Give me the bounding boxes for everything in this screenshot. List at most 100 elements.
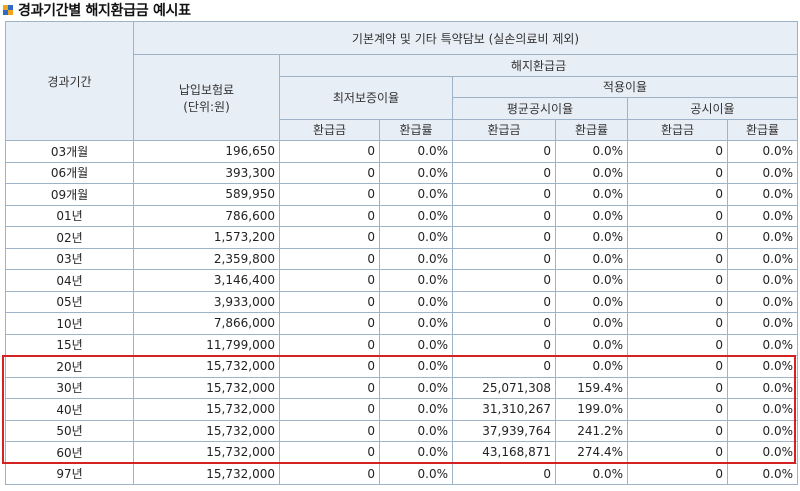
public-refund-rate-cell: 0.0% bbox=[726, 462, 799, 485]
public-refund-rate-cell: 0.0% bbox=[726, 312, 799, 335]
min-refund-rate-cell: 0.0% bbox=[379, 355, 453, 378]
min-refund-rate-cell: 0.0% bbox=[379, 269, 453, 292]
period-cell: 50년 bbox=[5, 419, 134, 442]
avg-refund-rate-cell: 0.0% bbox=[555, 226, 628, 249]
min-refund-rate-cell: 0.0% bbox=[379, 333, 453, 356]
avg-refund-amount-cell: 0 bbox=[452, 333, 556, 356]
premium-cell: 15,732,000 bbox=[133, 398, 280, 421]
public-refund-amount-cell: 0 bbox=[627, 355, 728, 378]
min-refund-amount-cell: 0 bbox=[279, 376, 380, 399]
min-refund-amount-cell: 0 bbox=[279, 269, 380, 292]
min-refund-amount-cell: 0 bbox=[279, 204, 380, 227]
avg-refund-rate-cell: 199.0% bbox=[555, 398, 628, 421]
public-refund-amount-cell: 0 bbox=[627, 183, 728, 206]
avg-refund-rate-cell: 0.0% bbox=[555, 312, 628, 335]
header-refund-amount: 환급금 bbox=[279, 118, 380, 141]
avg-refund-amount-cell: 0 bbox=[452, 462, 556, 485]
public-refund-amount-cell: 0 bbox=[627, 290, 728, 313]
header-premium-line2: (단위:원) bbox=[183, 99, 230, 114]
min-refund-amount-cell: 0 bbox=[279, 462, 380, 485]
public-refund-rate-cell: 0.0% bbox=[726, 183, 799, 206]
table-row: 10년 7,866,000 0 0.0% 0 0.0% 0 0.0% bbox=[5, 312, 799, 335]
min-refund-rate-cell: 0.0% bbox=[379, 376, 453, 399]
premium-cell: 7,866,000 bbox=[133, 312, 280, 335]
avg-refund-rate-cell: 0.0% bbox=[555, 290, 628, 313]
public-refund-rate-cell: 0.0% bbox=[726, 140, 799, 163]
title-bullet-icon bbox=[3, 5, 13, 15]
table-row: 40년 15,732,000 0 0.0% 31,310,267 199.0% 0 0.0% bbox=[5, 398, 799, 421]
premium-cell: 3,933,000 bbox=[133, 290, 280, 313]
public-refund-rate-cell: 0.0% bbox=[726, 419, 799, 442]
table-row: 03년 2,359,800 0 0.0% 0 0.0% 0 0.0% bbox=[5, 247, 799, 270]
public-refund-rate-cell: 0.0% bbox=[726, 204, 799, 227]
public-refund-amount-cell: 0 bbox=[627, 398, 728, 421]
header-public: 공시이율 bbox=[626, 97, 799, 120]
header-applied-rate: 적용이율 bbox=[451, 75, 799, 98]
premium-cell: 2,359,800 bbox=[133, 247, 280, 270]
public-refund-rate-cell: 0.0% bbox=[726, 226, 799, 249]
public-refund-amount-cell: 0 bbox=[627, 161, 728, 184]
avg-refund-rate-cell: 0.0% bbox=[555, 355, 628, 378]
min-refund-amount-cell: 0 bbox=[279, 419, 380, 442]
avg-refund-amount-cell: 0 bbox=[452, 312, 556, 335]
min-refund-rate-cell: 0.0% bbox=[379, 183, 453, 206]
table-row: 30년 15,732,000 0 0.0% 25,071,308 159.4% 0 0.0% bbox=[5, 376, 799, 399]
min-refund-rate-cell: 0.0% bbox=[379, 312, 453, 335]
avg-refund-rate-cell: 0.0% bbox=[555, 204, 628, 227]
header-min-guarantee: 최저보증이율 bbox=[279, 75, 453, 120]
avg-refund-rate-cell: 0.0% bbox=[555, 462, 628, 485]
public-refund-amount-cell: 0 bbox=[627, 140, 728, 163]
public-refund-amount-cell: 0 bbox=[627, 441, 728, 464]
public-refund-amount-cell: 0 bbox=[627, 333, 728, 356]
period-cell: 01년 bbox=[5, 204, 134, 227]
min-refund-amount-cell: 0 bbox=[279, 226, 380, 249]
public-refund-rate-cell: 0.0% bbox=[726, 269, 799, 292]
premium-cell: 3,146,400 bbox=[133, 269, 280, 292]
avg-refund-amount-cell: 31,310,267 bbox=[452, 398, 556, 421]
premium-cell: 393,300 bbox=[133, 161, 280, 184]
avg-refund-amount-cell: 43,168,871 bbox=[452, 441, 556, 464]
min-refund-rate-cell: 0.0% bbox=[379, 419, 453, 442]
header-refund-rate: 환급률 bbox=[379, 118, 453, 141]
header-refund-rate: 환급률 bbox=[726, 118, 799, 141]
period-cell: 97년 bbox=[5, 462, 134, 485]
period-cell: 09개월 bbox=[5, 183, 134, 206]
header-period: 경과기간 bbox=[5, 21, 134, 141]
period-cell: 10년 bbox=[5, 312, 134, 335]
min-refund-amount-cell: 0 bbox=[279, 161, 380, 184]
min-refund-amount-cell: 0 bbox=[279, 398, 380, 421]
table-row: 50년 15,732,000 0 0.0% 37,939,764 241.2% 0 0.0% bbox=[5, 419, 799, 442]
premium-cell: 15,732,000 bbox=[133, 419, 280, 442]
table-row: 04년 3,146,400 0 0.0% 0 0.0% 0 0.0% bbox=[5, 269, 799, 292]
public-refund-rate-cell: 0.0% bbox=[726, 161, 799, 184]
avg-refund-rate-cell: 0.0% bbox=[555, 183, 628, 206]
min-refund-rate-cell: 0.0% bbox=[379, 441, 453, 464]
premium-cell: 11,799,000 bbox=[133, 333, 280, 356]
avg-refund-rate-cell: 0.0% bbox=[555, 247, 628, 270]
period-cell: 15년 bbox=[5, 333, 134, 356]
public-refund-amount-cell: 0 bbox=[627, 376, 728, 399]
min-refund-rate-cell: 0.0% bbox=[379, 398, 453, 421]
header-premium-line1: 납입보험료 bbox=[178, 82, 235, 97]
table-row: 01년 786,600 0 0.0% 0 0.0% 0 0.0% bbox=[5, 204, 799, 227]
table-row: 02년 1,573,200 0 0.0% 0 0.0% 0 0.0% bbox=[5, 226, 799, 249]
min-refund-amount-cell: 0 bbox=[279, 355, 380, 378]
header-refund-rate: 환급률 bbox=[555, 118, 628, 141]
period-cell: 05년 bbox=[5, 290, 134, 313]
avg-refund-amount-cell: 0 bbox=[452, 290, 556, 313]
avg-refund-amount-cell: 25,071,308 bbox=[452, 376, 556, 399]
table-row: 03개월 196,650 0 0.0% 0 0.0% 0 0.0% bbox=[5, 140, 799, 163]
table-row: 97년 15,732,000 0 0.0% 0 0.0% 0 0.0% bbox=[5, 462, 799, 485]
min-refund-rate-cell: 0.0% bbox=[379, 290, 453, 313]
period-cell: 03년 bbox=[5, 247, 134, 270]
table-row: 15년 11,799,000 0 0.0% 0 0.0% 0 0.0% bbox=[5, 333, 799, 356]
avg-refund-amount-cell: 37,939,764 bbox=[452, 419, 556, 442]
min-refund-amount-cell: 0 bbox=[279, 333, 380, 356]
public-refund-amount-cell: 0 bbox=[627, 462, 728, 485]
table-row: 60년 15,732,000 0 0.0% 43,168,871 274.4% 0 0.0% bbox=[5, 441, 799, 464]
min-refund-rate-cell: 0.0% bbox=[379, 140, 453, 163]
header-group-main: 기본계약 및 기타 특약담보 (실손의료비 제외) bbox=[132, 21, 799, 55]
period-cell: 02년 bbox=[5, 226, 134, 249]
header-refund: 해지환급금 bbox=[278, 54, 799, 77]
public-refund-amount-cell: 0 bbox=[627, 247, 728, 270]
